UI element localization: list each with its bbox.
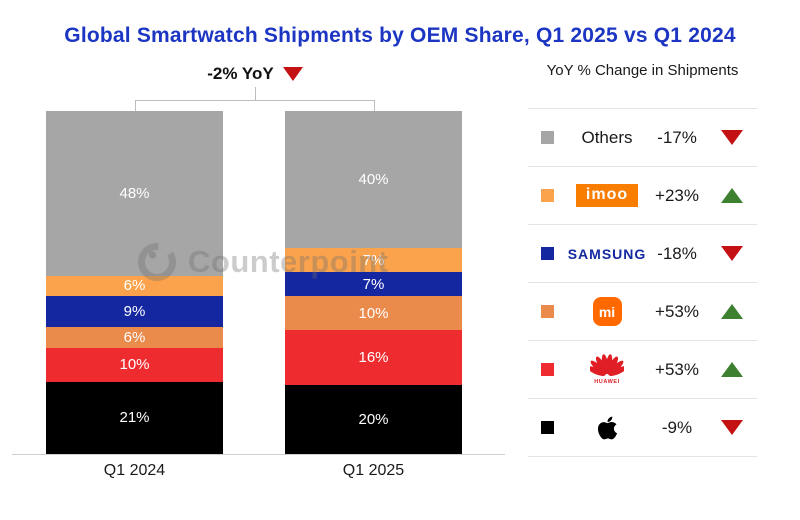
bracket-stem: [255, 87, 256, 100]
segment-value-label: 16%: [358, 349, 389, 367]
legend-swatch-huawei: [540, 363, 554, 376]
segment-value-label: 20%: [358, 411, 389, 429]
legend-row-imoo: imoo +23%: [528, 167, 757, 225]
imoo-logo: imoo: [575, 184, 639, 207]
legend-panel: YoY % Change in Shipments Others -17% imoo…: [528, 62, 757, 457]
legend-label-others: Others: [581, 127, 633, 147]
segment-xiaomi: 6%: [46, 327, 223, 348]
x-axis-label-q1-2025: Q1 2025: [342, 462, 405, 479]
segment-imoo: 7%: [285, 248, 462, 273]
segment-value-label: 7%: [362, 275, 385, 293]
legend-row-samsung: SAMSUNG -18%: [528, 225, 757, 283]
segment-value-label: 7%: [362, 251, 385, 269]
huawei-logo-icon: [590, 354, 624, 377]
segment-value-label: 6%: [123, 277, 146, 295]
legend-trend-cell: [706, 304, 757, 319]
segment-value-label: 48%: [119, 184, 150, 202]
up-triangle-icon: [720, 362, 743, 377]
legend-change-samsung: -18%: [657, 243, 697, 263]
segment-huawei: 10%: [46, 347, 223, 382]
legend-row-xiaomi: mi +53%: [528, 283, 757, 341]
segment-value-label: 40%: [358, 171, 389, 189]
segment-value-label: 21%: [119, 409, 150, 427]
apple-logo-icon: [597, 416, 617, 439]
down-triangle-icon: [720, 246, 743, 261]
page-title: Global Smartwatch Shipments by OEM Share…: [64, 24, 736, 47]
legend-logo-imoo: imoo: [566, 184, 648, 207]
legend-change-xiaomi: +53%: [655, 301, 699, 321]
legend-swatch-cell: [528, 131, 566, 144]
up-triangle-icon: [720, 304, 743, 319]
legend-trend-cell: [706, 362, 757, 377]
segment-huawei: 16%: [285, 330, 462, 386]
legend-swatch-imoo: [540, 189, 554, 202]
legend-logo-samsung: SAMSUNG: [566, 246, 648, 262]
legend-swatch-samsung: [540, 247, 554, 260]
down-triangle-icon: [720, 130, 743, 145]
legend-logo-huawei: HUAWEI: [566, 354, 648, 385]
up-triangle-icon: [720, 188, 743, 203]
segment-apple: 21%: [46, 381, 223, 454]
legend-swatch-cell: [528, 247, 566, 260]
total-yoy-annotation: -2% YoY: [155, 62, 355, 86]
legend-row-apple: -9%: [528, 399, 757, 457]
segment-xiaomi: 10%: [285, 296, 462, 331]
legend-swatch-cell: [528, 305, 566, 318]
xiaomi-mi-logo: mi: [592, 297, 622, 326]
huawei-wordmark: HUAWEI: [594, 379, 620, 385]
segment-apple: 20%: [285, 385, 462, 454]
samsung-logo: SAMSUNG: [567, 245, 647, 262]
legend-change-huawei: +53%: [655, 359, 699, 379]
legend-change-others: -17%: [657, 127, 697, 147]
legend-trend-cell: [706, 246, 757, 261]
segment-others: 48%: [46, 111, 223, 276]
segment-imoo: 6%: [46, 275, 223, 297]
bracket-tick-left: [135, 100, 136, 111]
legend-logo-xiaomi: mi: [566, 297, 648, 326]
legend-trend-cell: [706, 188, 757, 203]
segment-value-label: 9%: [123, 303, 146, 321]
stacked-bar-q1-2024: 48% 6% 9% 6% 10% 21%: [46, 111, 223, 454]
down-triangle-icon: [720, 420, 743, 435]
bracket-line: [135, 100, 375, 101]
legend-row-huawei: HUAWEI +53%: [528, 341, 757, 399]
legend-swatch-others: [540, 131, 554, 144]
total-yoy-label: -2% YoY: [207, 64, 274, 83]
legend-swatch-cell: [528, 421, 566, 434]
legend-trend-cell: [706, 420, 757, 435]
x-axis-line: [12, 454, 505, 455]
stacked-bar-q1-2025: 40% 7% 7% 10% 16% 20%: [285, 111, 462, 454]
bracket-tick-right: [374, 100, 375, 111]
legend-swatch-xiaomi: [540, 305, 554, 318]
legend-logo-apple: [566, 415, 648, 441]
legend-swatch-cell: [528, 363, 566, 376]
legend-change-imoo: +23%: [655, 185, 699, 205]
legend-swatch-cell: [528, 189, 566, 202]
legend-trend-cell: [706, 130, 757, 145]
segment-value-label: 10%: [358, 304, 389, 322]
legend-logo-others: Others: [566, 128, 648, 148]
legend-header: YoY % Change in Shipments: [546, 62, 739, 79]
segment-value-label: 10%: [119, 356, 150, 374]
segment-samsung: 7%: [285, 272, 462, 297]
huawei-logo: HUAWEI: [590, 354, 624, 385]
legend-rows: Others -17% imoo +23% SAMSUNG -18% mi +53% HUAWE…: [528, 108, 757, 457]
legend-swatch-apple: [540, 421, 554, 434]
segment-samsung: 9%: [46, 296, 223, 328]
legend-change-apple: -9%: [661, 417, 693, 437]
x-axis-label-q1-2024: Q1 2024: [103, 462, 166, 479]
down-triangle-icon: [282, 67, 303, 81]
segment-others: 40%: [285, 111, 462, 249]
legend-row-others: Others -17%: [528, 109, 757, 167]
segment-value-label: 6%: [123, 328, 146, 346]
